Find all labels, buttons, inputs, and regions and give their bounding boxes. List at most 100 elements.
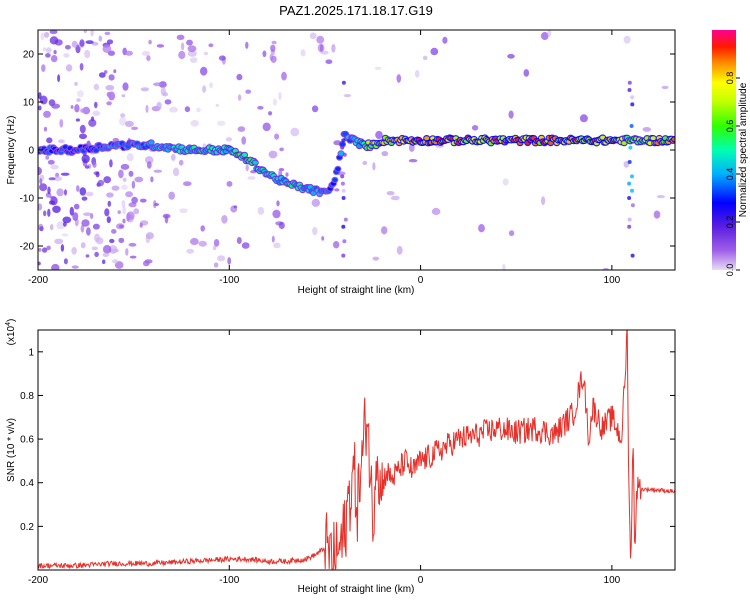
heatmap-cell: [213, 262, 219, 268]
y-tick-label: 0.4: [20, 478, 34, 489]
heatmap-cell: [81, 154, 90, 164]
heatmap-cell: [268, 150, 278, 159]
heatmap-cell: [118, 169, 124, 179]
heatmap-cell: [310, 190, 317, 195]
heatmap-cell: [158, 81, 167, 88]
heatmap-cell: [53, 176, 63, 181]
heatmap-cell: [661, 85, 669, 90]
heatmap-cell: [186, 39, 193, 46]
heatmap-cell: [237, 126, 246, 132]
heatmap-cell: [71, 247, 77, 255]
heatmap-cell: [102, 252, 110, 257]
heatmap-cell: [257, 105, 264, 110]
heatmap-cell: [245, 41, 249, 49]
heatmap-cell: [343, 217, 348, 222]
heatmap-cell: [414, 70, 420, 78]
heatmap-cell: [653, 210, 661, 219]
heatmap-cell: [579, 114, 588, 123]
y-tick-label: 0: [28, 146, 34, 157]
snr-plot-area: [38, 330, 675, 570]
snr-y-label: SNR (10 * v/v): [6, 418, 17, 482]
heatmap-cell: [523, 69, 530, 77]
heatmap-cell: [49, 36, 59, 45]
heatmap-cell: [340, 174, 345, 179]
heatmap-cell: [84, 49, 91, 59]
heatmap-cell: [541, 196, 546, 206]
heatmap-cell: [386, 191, 395, 196]
heatmap-cell: [271, 40, 277, 45]
heatmap-cell: [56, 188, 64, 197]
heatmap-cell: [120, 163, 130, 170]
heatmap-cell: [184, 106, 191, 113]
colorbar-tick-label: 0.2: [725, 216, 735, 229]
heatmap-cell: [102, 259, 106, 265]
heatmap-cell: [125, 191, 133, 198]
heatmap-cell: [203, 51, 208, 56]
heatmap-cell: [86, 227, 91, 236]
heatmap-cell: [154, 203, 160, 206]
heatmap-cell: [274, 133, 280, 140]
heatmap-cell: [196, 107, 201, 113]
heatmap-cell: [75, 118, 80, 122]
heatmap-cell: [164, 214, 169, 224]
heatmap-cell: [62, 216, 72, 224]
heatmap-cell: [92, 161, 97, 168]
heatmap-cell: [93, 148, 99, 153]
heatmap-cell: [71, 265, 79, 269]
heatmap-cell: [628, 145, 633, 150]
heatmap-cell: [81, 196, 88, 201]
snr-y-scale-label: (x104): [5, 319, 17, 346]
heatmap-cell: [47, 186, 51, 195]
heatmap-cell: [390, 195, 400, 201]
heatmap-cell: [43, 210, 47, 217]
colorbar: 0.0 0.2 0.4 0.6 0.8 Normalized spectral ampl…: [712, 30, 749, 276]
heatmap-cell: [278, 221, 285, 230]
x-tick-label: 0: [418, 275, 424, 286]
heatmap-cell: [200, 225, 205, 232]
heatmap-cell: [442, 36, 448, 44]
heatmap-cell: [242, 152, 248, 157]
heatmap-cell: [272, 209, 281, 219]
heatmap-cell: [79, 39, 85, 47]
snr-panel: -200 -100 0 100 0.2 0.4 0.6 0.8 1 (x104) Height …: [5, 319, 676, 595]
heatmap-cell: [247, 176, 256, 180]
heatmap-cell: [602, 267, 609, 270]
heatmap-cell: [48, 200, 56, 205]
heatmap-cell: [309, 32, 317, 40]
heatmap-cell: [88, 119, 97, 127]
heatmap-cell: [276, 200, 280, 207]
heatmap-cell: [54, 238, 64, 244]
heatmap-cell: [74, 81, 78, 86]
heatmap-cell: [47, 208, 51, 217]
heatmap-cell: [128, 170, 134, 177]
heatmap-cell: [64, 45, 71, 50]
heatmap-cell: [623, 35, 631, 44]
heatmap-cell: [121, 184, 128, 190]
heatmap-cell: [502, 263, 506, 270]
heatmap-cell: [41, 64, 46, 72]
heatmap-cell: [122, 82, 129, 91]
heatmap-cell: [64, 189, 67, 196]
y-tick-label: 0.8: [20, 391, 34, 402]
heatmap-cell: [278, 92, 282, 101]
heatmap-cell: [285, 172, 289, 177]
heatmap-cell: [57, 74, 61, 83]
heatmap-cell: [79, 124, 86, 134]
heatmap-cell: [46, 245, 51, 251]
heatmap-cell: [178, 159, 184, 166]
heatmap-cell: [627, 160, 632, 164]
heatmap-cell: [241, 136, 247, 145]
heatmap-cell: [341, 253, 346, 258]
heatmap-cell: [212, 245, 217, 251]
heatmap-cell: [106, 101, 112, 106]
heatmap-cell: [190, 237, 199, 246]
heatmap-cell: [271, 235, 275, 243]
heatmap-cell: [381, 151, 389, 157]
heatmap-cell: [50, 164, 59, 170]
heatmap-cell: [60, 172, 70, 176]
heatmap-cell: [133, 208, 140, 215]
heatmap-cell: [111, 229, 117, 234]
heatmap-cell: [221, 215, 228, 224]
heatmap-cell: [102, 44, 112, 54]
